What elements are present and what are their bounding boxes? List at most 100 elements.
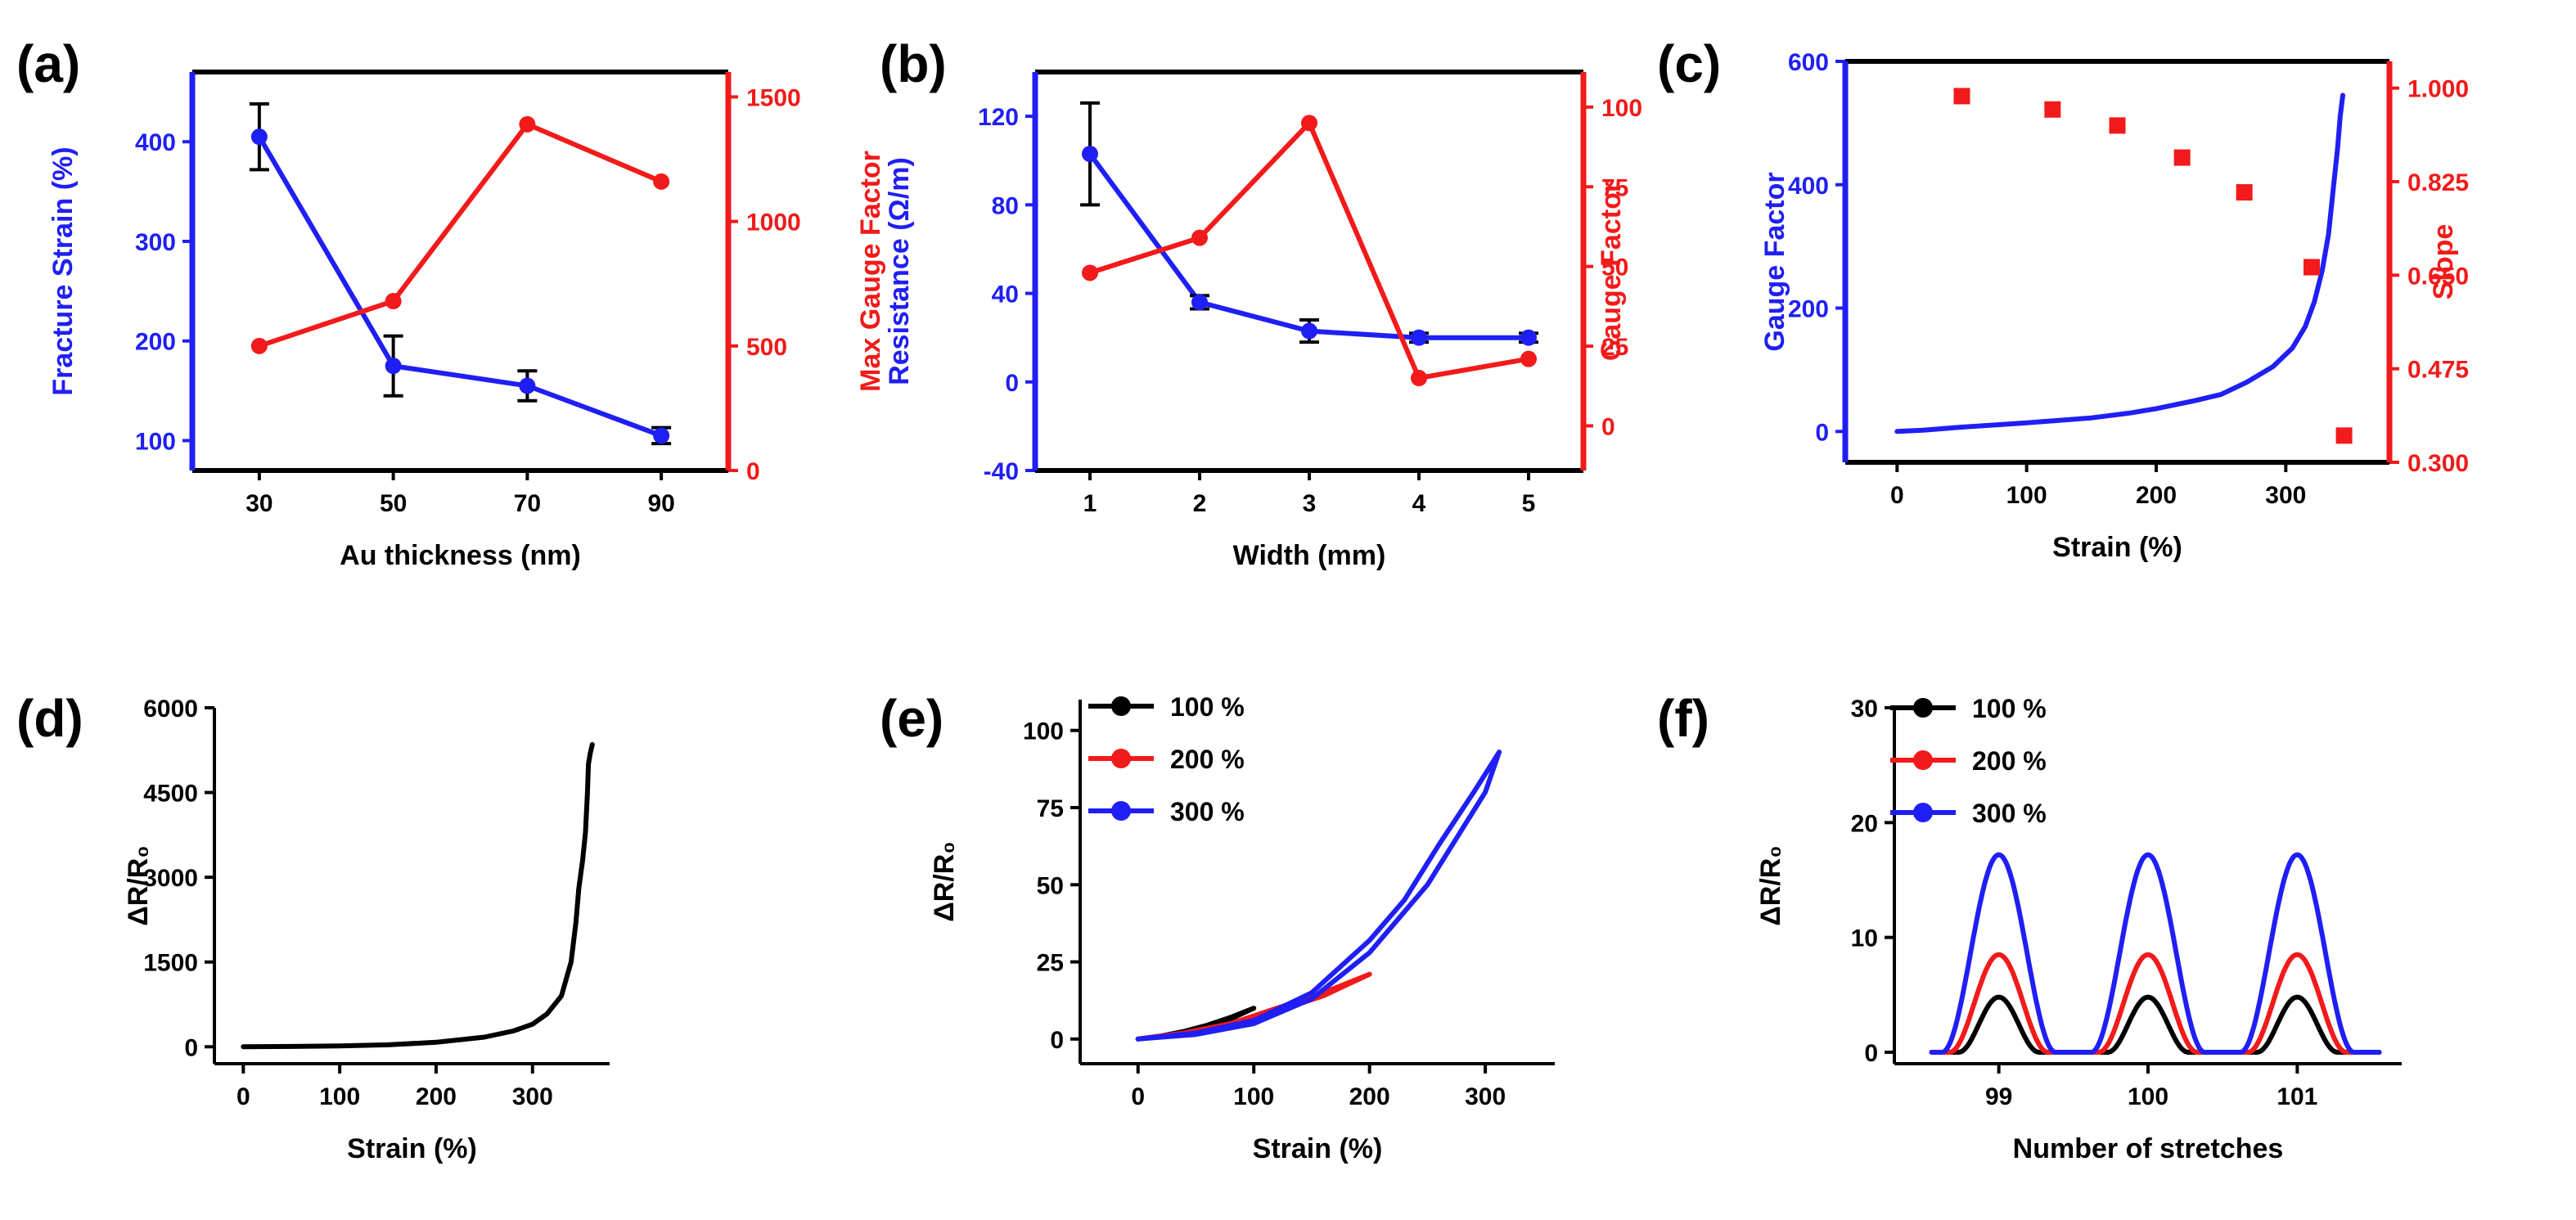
data-point-marker [1191, 294, 1208, 311]
y-right-axis-title: Gauge Factor [1596, 182, 1627, 361]
data-point-marker [2236, 184, 2253, 201]
data-point-marker [2109, 117, 2126, 134]
panel-label: (f) [1657, 689, 1709, 748]
x-tick-label: 0 [1890, 482, 1904, 509]
y-tick-label: 6000 [143, 696, 198, 723]
y-tick-label: 1500 [143, 950, 198, 977]
legend-marker [1111, 696, 1131, 716]
y-tick-label: 600 [1788, 49, 1829, 76]
data-point-marker [1191, 229, 1208, 246]
y-tick-label: 0 [1005, 370, 1019, 397]
y-tick-label: 200 [135, 329, 176, 356]
y-axis-title: ΔR/R₀ [123, 845, 154, 925]
data-point-marker [1082, 264, 1098, 281]
y-right-tick-label: 25 [1601, 334, 1628, 361]
y-tick-label: 120 [978, 104, 1019, 131]
data-point-marker [519, 115, 536, 133]
data-point-marker [1301, 115, 1317, 132]
x-axis-title: Strain (%) [2052, 532, 2182, 563]
y-tick-label: 0 [1815, 419, 1829, 446]
y-tick-label: 10 [1851, 925, 1878, 952]
x-tick-label: 100 [1233, 1083, 1274, 1110]
y-right-tick-label: 500 [746, 334, 787, 361]
y-right-axis-title: Max Gauge Factor [855, 151, 886, 392]
y-right-tick-label: 0.825 [2407, 169, 2469, 196]
y-tick-label: 80 [992, 192, 1019, 219]
chart-panel-e: (e) 0 100 200 300 0 25 50 75 100 Strain (%) ΔR/R₀ 10… [880, 689, 1555, 1164]
data-point-marker [1082, 146, 1098, 163]
legend-marker [1913, 750, 1933, 770]
data-point-marker [653, 173, 670, 190]
panel-label: (e) [880, 689, 943, 748]
y-tick-label: 3000 [143, 865, 198, 892]
y-tick-label: 400 [135, 129, 176, 156]
y-tick-label: 100 [1023, 718, 1064, 745]
x-tick-label: 101 [2277, 1083, 2317, 1110]
y-tick-label: 0 [1864, 1040, 1878, 1067]
y-tick-label: 300 [135, 229, 176, 256]
legend-marker [1111, 801, 1131, 821]
x-tick-label: 100 [2006, 482, 2047, 509]
y-right-tick-label: 1500 [746, 84, 801, 111]
data-point-marker [2335, 427, 2353, 444]
y-right-tick-label: 0.650 [2407, 263, 2469, 290]
data-point-marker [385, 293, 402, 310]
panel-label: (c) [1657, 34, 1721, 93]
x-tick-label: 50 [380, 490, 407, 517]
data-point-marker [1301, 322, 1317, 340]
data-point-marker [385, 358, 402, 375]
y-axis-title: ΔR/R₀ [929, 841, 960, 921]
x-tick-label: 300 [512, 1083, 553, 1110]
y-tick-label: 40 [992, 281, 1019, 308]
x-tick-label: 200 [2136, 482, 2177, 509]
y-right-tick-label: 1.000 [2407, 76, 2469, 103]
data-point-marker [1520, 329, 1537, 346]
series-line-0 [1894, 92, 2345, 434]
y-right-tick-label: 100 [1601, 95, 1642, 122]
y-tick-label: 200 [1788, 296, 1829, 323]
y-tick-label: 75 [1037, 795, 1064, 822]
data-point-marker [1953, 88, 1970, 105]
data-point-marker [2044, 101, 2061, 118]
y-tick-label: 50 [1037, 872, 1064, 899]
series-line-2 [1929, 852, 2382, 1055]
legend-label: 300 % [1972, 799, 2047, 828]
y-tick-label: 400 [1788, 173, 1829, 200]
x-tick-label: 5 [1522, 490, 1536, 517]
x-tick-label: 200 [416, 1083, 457, 1110]
data-point-marker [250, 337, 268, 354]
data-point-marker [519, 377, 536, 394]
panel-label: (b) [880, 34, 947, 93]
x-tick-label: 90 [647, 490, 674, 517]
x-axis-title: Strain (%) [347, 1133, 477, 1164]
series-line-0 [241, 741, 595, 1050]
y-tick-label: 0 [184, 1034, 198, 1061]
y-tick-label: 20 [1851, 810, 1878, 837]
chart-panel-a: (a) 30 50 70 90 100 200 300 400 0 500 1000 1500 Au th… [16, 34, 886, 571]
y-right-tick-label: 0 [1601, 413, 1615, 440]
legend-label: 100 % [1170, 692, 1245, 722]
series-line-0 [1088, 151, 1531, 340]
x-tick-label: 99 [1985, 1083, 2012, 1110]
y-right-tick-label: 75 [1601, 174, 1628, 201]
chart-panel-b: (b) 1 2 3 4 5 -40 0 40 80 120 0 25 50 75 100 Width (mm) R… [880, 34, 1642, 571]
y-right-tick-label: 0 [746, 458, 760, 485]
x-tick-label: 2 [1193, 490, 1207, 517]
data-point-marker [2173, 149, 2191, 166]
panel-label: (d) [16, 689, 83, 748]
series-line-0 [1929, 994, 2382, 1055]
y-axis-title: Resistance (Ω/m) [884, 157, 915, 385]
y-tick-label: 100 [135, 428, 176, 455]
y-tick-label: 4500 [143, 781, 198, 808]
series-line-1 [1929, 952, 2382, 1055]
y-right-tick-label: 0.475 [2407, 357, 2469, 384]
y-axis-title: ΔR/R₀ [1755, 845, 1786, 925]
legend-label: 200 % [1972, 746, 2047, 776]
x-tick-label: 300 [1465, 1083, 1506, 1110]
legend-label: 300 % [1170, 797, 1245, 826]
x-tick-label: 0 [236, 1083, 250, 1110]
x-tick-label: 100 [319, 1083, 360, 1110]
legend-marker [1913, 698, 1933, 718]
